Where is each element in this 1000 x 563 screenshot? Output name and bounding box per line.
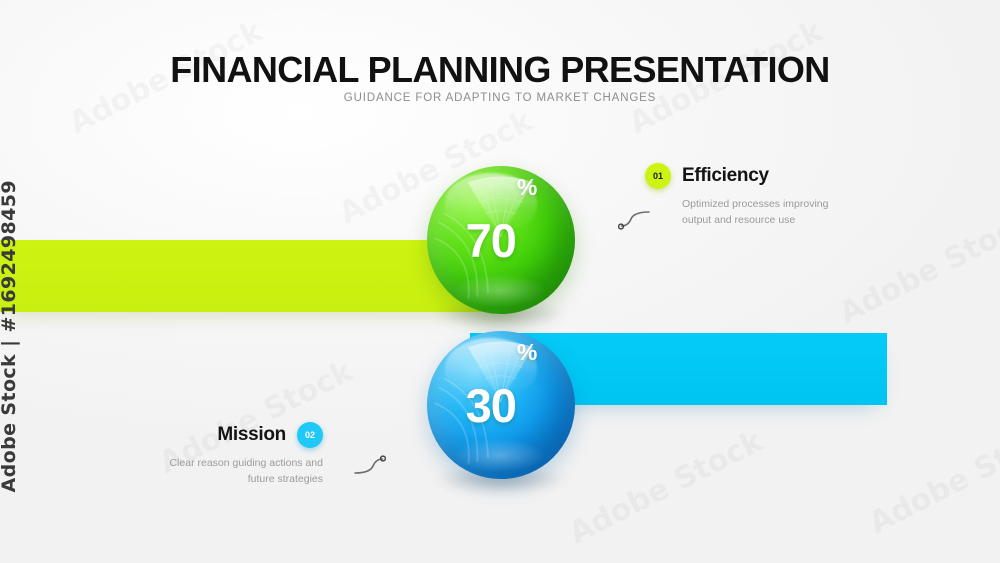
- value-symbol: %: [516, 339, 537, 365]
- info-title-efficiency: Efficiency: [682, 165, 769, 186]
- info-block-efficiency[interactable]: 01 Efficiency Optimized processes improv…: [645, 163, 850, 229]
- value-number: 30: [465, 378, 517, 432]
- watermark-diagonal: Adobe Stock: [864, 414, 1000, 541]
- badge-02: 02: [297, 422, 323, 448]
- watermark-diagonal: Adobe Stock: [564, 424, 769, 551]
- value-symbol: %: [516, 174, 537, 200]
- info-header: Mission 02: [155, 422, 323, 448]
- sphere-efficiency: 70 %: [427, 166, 575, 327]
- sphere-mission: 30 %: [427, 331, 575, 492]
- page-title: FINANCIAL PLANNING PRESENTATION: [170, 49, 830, 90]
- badge-01: 01: [645, 163, 671, 189]
- info-header: 01 Efficiency: [645, 163, 850, 189]
- connector-line-mission: [354, 455, 386, 474]
- watermark-adobe-stock: Adobe Stock | #1692498459: [0, 180, 20, 493]
- sphere-value-efficiency: 70 %: [427, 166, 575, 314]
- info-title-mission: Mission: [217, 424, 286, 445]
- sphere-value-mission: 30 %: [427, 331, 575, 479]
- value-number: 70: [465, 213, 517, 267]
- watermark-diagonal: Adobe Stock: [834, 204, 1000, 331]
- info-block-mission[interactable]: Mission 02 Clear reason guiding actions …: [155, 422, 323, 488]
- info-description-mission: Clear reason guiding actions and future …: [169, 457, 323, 485]
- info-description-efficiency: Optimized processes improving output and…: [682, 198, 829, 226]
- page-subtitle: GUIDANCE FOR ADAPTING TO MARKET CHANGES: [343, 92, 657, 104]
- connector-line-efficiency: [618, 211, 650, 230]
